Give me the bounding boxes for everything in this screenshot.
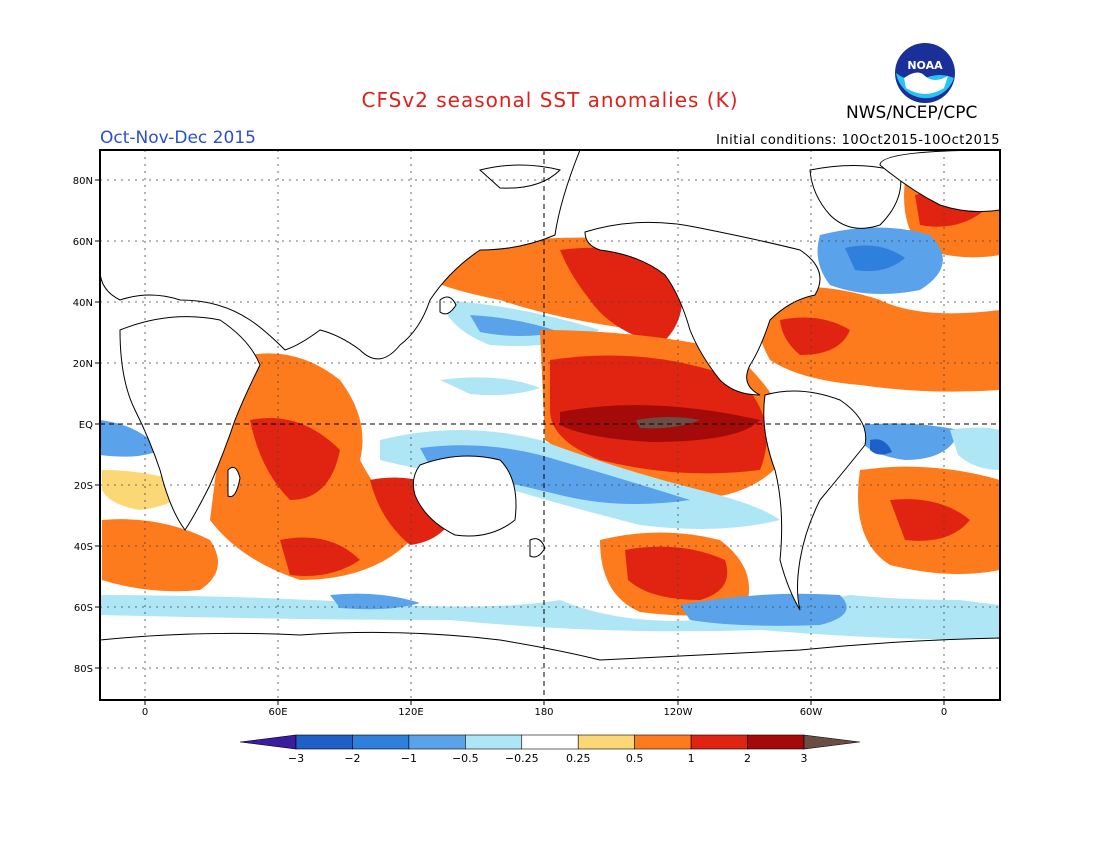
colorbar-min-arrow — [239, 734, 297, 750]
africa-landmass — [119, 316, 261, 531]
lat-label: 80S — [74, 664, 93, 675]
colorbar-max-arrow — [803, 734, 861, 750]
antarctica-landmass — [100, 631, 1000, 700]
colorbar-segments — [239, 734, 861, 750]
north-america-landmass — [584, 221, 821, 396]
lat-label: 80N — [73, 176, 93, 187]
axis-ticks — [95, 179, 945, 705]
initial-conditions: Initial conditions: 10Oct2015-10Oct2015 — [716, 133, 1000, 148]
colorbar-tick-label: 2 — [744, 752, 751, 765]
lat-label: 40N — [73, 298, 93, 309]
anomaly-region — [330, 593, 420, 610]
anomaly-region — [950, 427, 1000, 470]
anomaly-region — [100, 420, 160, 457]
anomaly-region — [470, 315, 560, 336]
colorbar-segment — [634, 734, 692, 750]
colorbar-segment — [521, 734, 579, 750]
anomaly-region — [756, 286, 1000, 392]
reference-lines — [100, 150, 1000, 700]
anomaly-region — [870, 439, 892, 455]
colorbar-tick-label: −2 — [344, 752, 360, 765]
anomaly-region — [680, 593, 847, 626]
colorbar-tick-label: −3 — [288, 752, 304, 765]
anomaly-region — [890, 499, 970, 541]
anomaly-region — [625, 546, 728, 600]
anomaly-region — [250, 418, 340, 500]
gridlines — [100, 150, 1000, 700]
noaa-logo-text: NOAA — [907, 59, 943, 72]
lon-label: 120E — [398, 707, 423, 718]
arctic-island — [478, 164, 561, 189]
noaa-logo: NOAA — [895, 43, 955, 103]
colorbar-tick-label: −0.25 — [505, 752, 539, 765]
lon-label: 60E — [268, 707, 287, 718]
lat-label: 40S — [74, 542, 93, 553]
australia-landmass — [412, 455, 517, 537]
coastlines — [100, 150, 1000, 700]
agency-label: NWS/NCEP/CPC — [846, 103, 978, 123]
colorbar-tick-label: −1 — [401, 752, 417, 765]
anomaly-region — [102, 519, 218, 592]
colorbar-segment — [690, 734, 748, 750]
lon-label: 0 — [142, 707, 148, 718]
anomaly-region — [440, 377, 540, 396]
colorbar-segment — [465, 734, 523, 750]
eurasia-east-landmass — [879, 150, 1000, 213]
anomaly-region — [780, 317, 850, 355]
lon-label: 60W — [800, 707, 823, 718]
lat-label: 60S — [74, 603, 93, 614]
anomaly-region — [560, 247, 683, 345]
colorbar-tick-label: −0.5 — [452, 752, 479, 765]
anomaly-region — [636, 417, 700, 429]
new-zealand-landmass — [529, 538, 546, 558]
colorbar-segment — [295, 734, 353, 750]
colorbar-segment — [408, 734, 466, 750]
lon-label: 120W — [664, 707, 693, 718]
madagascar-landmass — [227, 466, 241, 498]
colorbar-tick-label: 3 — [801, 752, 808, 765]
anomaly-region — [845, 245, 905, 272]
anomaly-region — [280, 537, 360, 576]
eurasia-landmass — [100, 150, 581, 360]
lat-label: 20S — [74, 481, 93, 492]
south-america-landmass — [763, 390, 867, 611]
colorbar-tick-label: 1 — [688, 752, 695, 765]
lat-label: EQ — [79, 420, 93, 431]
greenland-landmass — [809, 165, 902, 229]
colorbar-segment — [352, 734, 410, 750]
colorbar-tick-label: 0.5 — [626, 752, 644, 765]
lat-label: 20N — [73, 359, 93, 370]
colorbar-segment — [747, 734, 805, 750]
lon-label: 180 — [534, 707, 553, 718]
japan-landmass — [439, 296, 457, 315]
colorbar-segment — [577, 734, 635, 750]
colorbar-tick-labels: −3 −2 −1 −0.5 −0.25 0.25 0.5 1 2 3 — [288, 752, 808, 765]
lon-label: 0 — [941, 707, 947, 718]
map-frame — [99, 149, 1001, 701]
forecast-period: Oct-Nov-Dec 2015 — [100, 128, 256, 148]
lat-label: 60N — [73, 237, 93, 248]
colorbar-tick-label: 0.25 — [566, 752, 591, 765]
map-title: CFSv2 seasonal SST anomalies (K) — [361, 88, 739, 112]
anomaly-region — [100, 595, 1000, 640]
